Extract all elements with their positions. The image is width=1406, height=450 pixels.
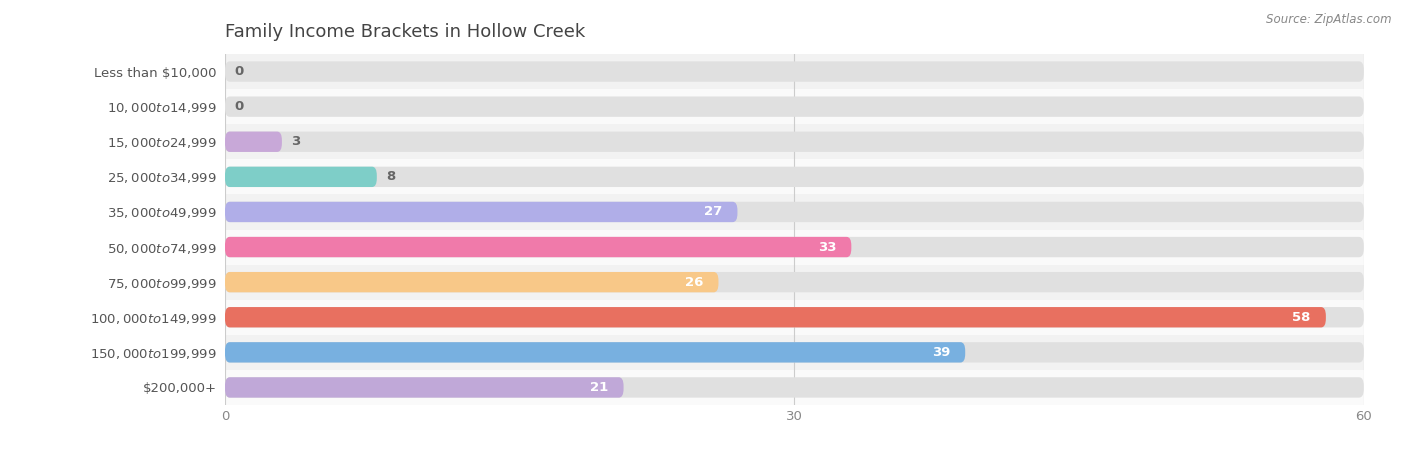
Text: 0: 0 bbox=[235, 100, 243, 113]
FancyBboxPatch shape bbox=[225, 272, 1364, 292]
Text: 26: 26 bbox=[685, 276, 703, 288]
Text: 3: 3 bbox=[291, 135, 301, 148]
Bar bbox=[225, 335, 1364, 370]
FancyBboxPatch shape bbox=[225, 202, 1364, 222]
Text: Family Income Brackets in Hollow Creek: Family Income Brackets in Hollow Creek bbox=[225, 23, 585, 41]
FancyBboxPatch shape bbox=[225, 202, 738, 222]
Text: 21: 21 bbox=[591, 381, 609, 394]
FancyBboxPatch shape bbox=[225, 131, 1364, 152]
FancyBboxPatch shape bbox=[225, 237, 1364, 257]
FancyBboxPatch shape bbox=[225, 61, 1364, 82]
FancyBboxPatch shape bbox=[225, 272, 718, 292]
Bar bbox=[225, 54, 1364, 89]
Bar bbox=[225, 159, 1364, 194]
FancyBboxPatch shape bbox=[225, 377, 1364, 398]
Text: 58: 58 bbox=[1292, 311, 1310, 324]
FancyBboxPatch shape bbox=[225, 96, 1364, 117]
Text: 39: 39 bbox=[932, 346, 950, 359]
Bar bbox=[225, 194, 1364, 230]
Bar bbox=[225, 370, 1364, 405]
FancyBboxPatch shape bbox=[225, 377, 623, 398]
FancyBboxPatch shape bbox=[225, 342, 1364, 363]
Bar bbox=[225, 230, 1364, 265]
Text: 0: 0 bbox=[235, 65, 243, 78]
FancyBboxPatch shape bbox=[225, 237, 852, 257]
FancyBboxPatch shape bbox=[225, 166, 377, 187]
Text: Source: ZipAtlas.com: Source: ZipAtlas.com bbox=[1267, 14, 1392, 27]
Text: 33: 33 bbox=[818, 241, 837, 253]
FancyBboxPatch shape bbox=[225, 307, 1326, 328]
Bar bbox=[225, 124, 1364, 159]
Text: 27: 27 bbox=[704, 206, 723, 218]
Bar bbox=[225, 265, 1364, 300]
FancyBboxPatch shape bbox=[225, 131, 281, 152]
FancyBboxPatch shape bbox=[225, 166, 1364, 187]
FancyBboxPatch shape bbox=[225, 307, 1364, 328]
Bar bbox=[225, 300, 1364, 335]
Bar bbox=[225, 89, 1364, 124]
FancyBboxPatch shape bbox=[225, 342, 965, 363]
Text: 8: 8 bbox=[387, 171, 395, 183]
